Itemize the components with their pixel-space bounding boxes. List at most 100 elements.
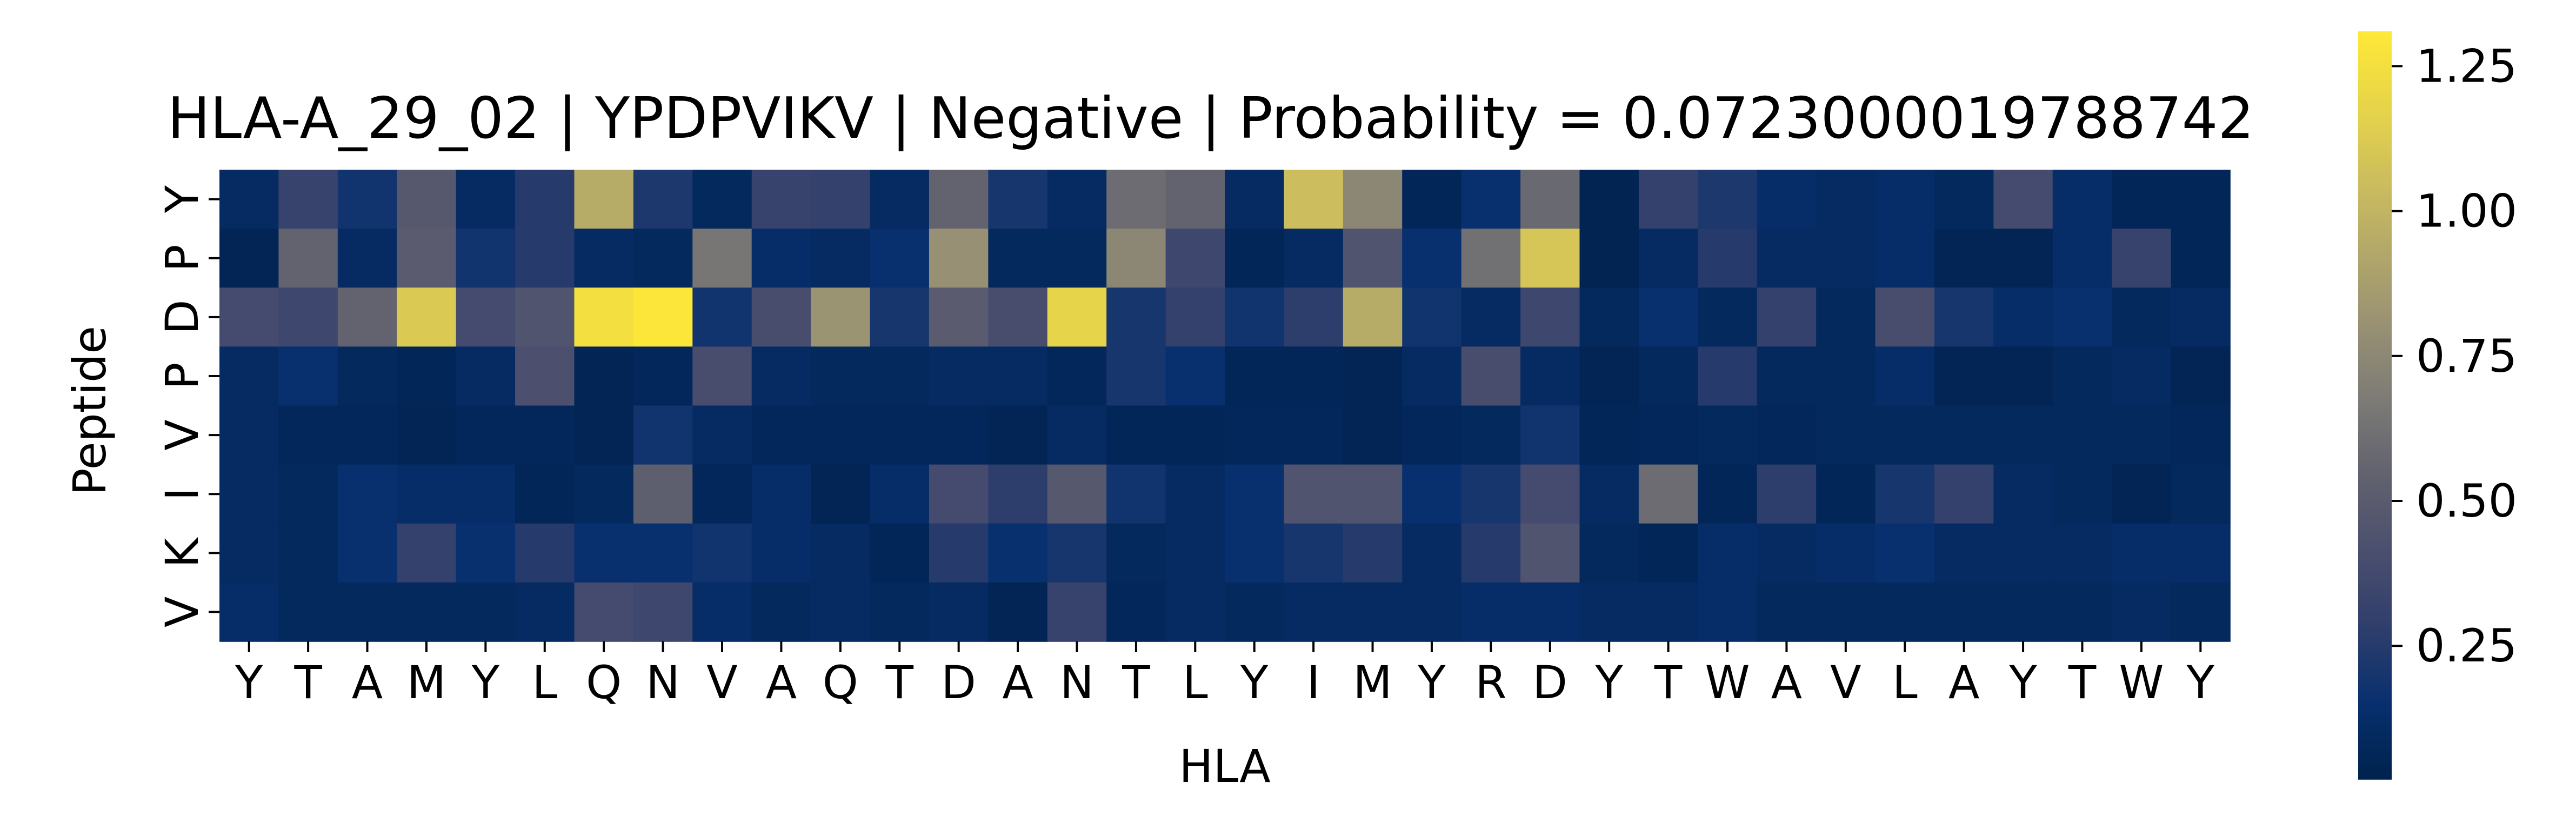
heatmap-cell <box>397 582 457 642</box>
heatmap-cell <box>988 464 1048 524</box>
colorbar-segment <box>2358 618 2392 623</box>
y-axis-label: Peptide <box>63 326 116 496</box>
heatmap-cell <box>870 229 930 289</box>
heatmap-cell <box>633 582 693 642</box>
heatmap-cell <box>1579 229 1639 289</box>
heatmap-cell <box>1225 582 1285 642</box>
heatmap-cell <box>1343 287 1403 347</box>
colorbar-segment <box>2358 495 2392 499</box>
colorbar-segment <box>2358 727 2392 731</box>
heatmap-cell <box>1638 405 1699 465</box>
heatmap-cell <box>515 405 575 465</box>
heatmap-cell <box>988 523 1048 583</box>
heatmap-cell <box>751 346 811 406</box>
heatmap-cell <box>1165 405 1225 465</box>
colorbar-segment <box>2358 689 2392 694</box>
colorbar-segment <box>2358 98 2392 103</box>
colorbar-segment <box>2358 38 2392 43</box>
heatmap-cells <box>219 170 2231 642</box>
heatmap-cell <box>1520 229 1580 289</box>
heatmap-cell <box>988 229 1048 289</box>
colorbar-segment <box>2358 326 2392 331</box>
heatmap-cell <box>1165 229 1225 289</box>
x-tick-label: N <box>1060 656 1094 709</box>
heatmap-cell <box>574 582 634 642</box>
heatmap-cell <box>633 229 693 289</box>
colorbar-segment <box>2358 158 2392 163</box>
heatmap-cell <box>1579 582 1639 642</box>
x-tick-label: M <box>407 656 446 709</box>
colorbar-segment <box>2358 723 2392 727</box>
heatmap-cell <box>1698 229 1758 289</box>
colorbar-segment <box>2358 544 2392 548</box>
colorbar-segment <box>2358 412 2392 417</box>
heatmap-cell <box>1638 346 1699 406</box>
colorbar-segment <box>2358 256 2392 260</box>
colorbar-segment <box>2358 394 2392 398</box>
heatmap-cell <box>929 582 989 642</box>
heatmap-cell <box>1757 170 1817 229</box>
heatmap-cell <box>2171 523 2231 583</box>
colorbar-segment <box>2358 199 2392 204</box>
heatmap-cell <box>278 229 338 289</box>
colorbar-segment <box>2358 461 2392 466</box>
heatmap-cell <box>1520 523 1580 583</box>
colorbar-segment <box>2358 147 2392 152</box>
colorbar-segment <box>2358 72 2392 77</box>
colorbar-segment <box>2358 132 2392 137</box>
x-tick-label: T <box>1654 656 1683 709</box>
heatmap-cell <box>515 346 575 406</box>
heatmap-cell <box>1343 523 1403 583</box>
heatmap-cell <box>1343 170 1403 229</box>
heatmap-cell <box>2112 346 2172 406</box>
heatmap-cell <box>870 523 930 583</box>
colorbar-segment <box>2358 592 2392 597</box>
x-tick-label: Q <box>823 656 858 709</box>
colorbar-tick-label: 0.75 <box>2416 330 2517 383</box>
colorbar-segment <box>2358 772 2392 776</box>
colorbar-segment <box>2358 252 2392 256</box>
heatmap-cell <box>1225 170 1285 229</box>
colorbar-segment <box>2358 240 2392 245</box>
colorbar-segment <box>2358 289 2392 294</box>
x-tick-label: D <box>941 656 976 709</box>
y-tick-label: I <box>156 487 209 501</box>
heatmap-cell <box>1875 582 1935 642</box>
heatmap-cell <box>1165 170 1225 229</box>
colorbar-segment <box>2358 379 2392 384</box>
colorbar-segment <box>2358 446 2392 451</box>
heatmap-cell <box>1284 346 1344 406</box>
heatmap-cell <box>2171 287 2231 347</box>
colorbar-segment <box>2358 371 2392 376</box>
heatmap-cell <box>1106 464 1166 524</box>
heatmap-cell <box>2052 229 2112 289</box>
x-tick-label: Y <box>471 656 500 709</box>
colorbar-segment <box>2358 166 2392 170</box>
x-tick-label: L <box>1892 656 1918 709</box>
heatmap-cell <box>397 287 457 347</box>
colorbar-segment <box>2358 626 2392 630</box>
colorbar-segment <box>2358 293 2392 298</box>
colorbar-segment <box>2358 128 2392 133</box>
colorbar-segment <box>2358 117 2392 122</box>
colorbar-segment <box>2358 162 2392 166</box>
heatmap-cell <box>456 287 516 347</box>
heatmap-cell <box>219 229 279 289</box>
colorbar-segment <box>2358 218 2392 223</box>
heatmap-cell <box>1757 346 1817 406</box>
colorbar-segment <box>2358 315 2392 320</box>
heatmap-cell <box>2171 464 2231 524</box>
heatmap-cell <box>1934 229 1994 289</box>
heatmap-cell <box>515 464 575 524</box>
colorbar-segment <box>2358 738 2392 742</box>
colorbar-segment <box>2358 547 2392 552</box>
heatmap-cell <box>1047 170 1107 229</box>
heatmap-cell <box>2052 523 2112 583</box>
heatmap-cell <box>1638 523 1699 583</box>
heatmap-cell <box>456 405 516 465</box>
heatmap-cell <box>1461 170 1521 229</box>
heatmap-cell <box>1165 287 1225 347</box>
heatmap-cell <box>1757 523 1817 583</box>
heatmap-cell <box>811 229 871 289</box>
x-tick-label: A <box>1948 656 1979 709</box>
